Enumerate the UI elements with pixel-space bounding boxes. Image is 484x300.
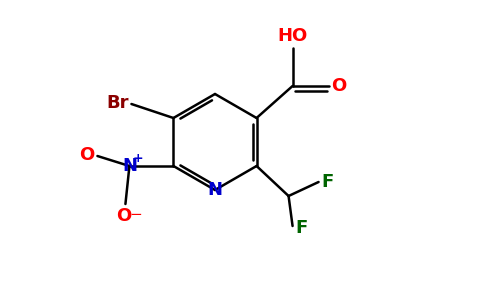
Text: N: N	[208, 181, 223, 199]
Text: F: F	[296, 219, 308, 237]
Text: O: O	[79, 146, 94, 164]
Text: HO: HO	[277, 27, 308, 45]
Text: F: F	[321, 173, 334, 191]
Text: N: N	[122, 157, 137, 175]
Text: −: −	[129, 207, 142, 222]
Text: +: +	[133, 152, 144, 166]
Text: O: O	[116, 207, 131, 225]
Text: O: O	[332, 77, 347, 95]
Text: Br: Br	[106, 94, 128, 112]
